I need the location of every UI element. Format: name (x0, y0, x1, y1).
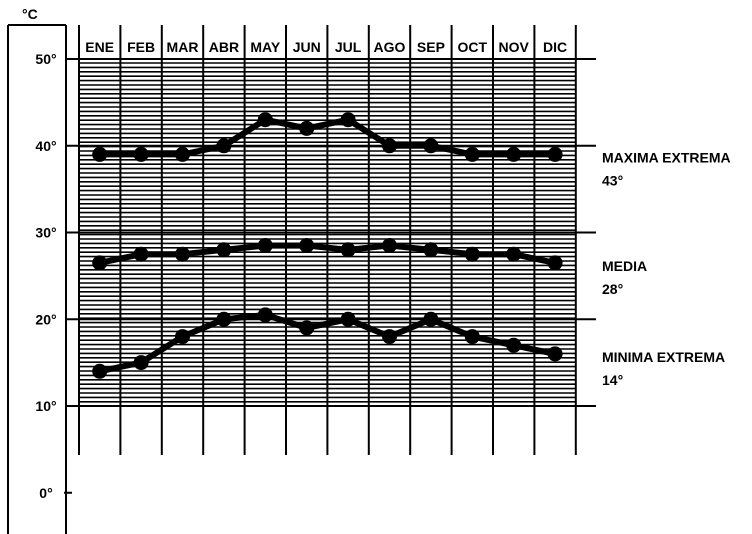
y-tick-label-40: 40° (35, 138, 56, 154)
data-point-media-jun (299, 238, 315, 253)
data-point-minima-extrema-nov (506, 337, 522, 353)
y-tick-label-0: 0° (39, 485, 52, 501)
data-point-minima-extrema-abr (216, 311, 232, 327)
series-value-media: 28° (602, 281, 623, 297)
data-point-maxima-extrema-ene (92, 146, 108, 162)
data-point-maxima-extrema-dic (547, 146, 563, 162)
data-point-minima-extrema-feb (133, 355, 149, 371)
month-label-jul: JUL (335, 39, 362, 55)
data-point-media-abr (216, 242, 232, 258)
series-value-minima-extrema: 14° (602, 372, 623, 388)
data-point-media-ene (92, 255, 108, 271)
data-point-media-mar (175, 246, 190, 262)
series-name-media: MEDIA (602, 258, 647, 274)
month-label-oct: OCT (458, 39, 488, 55)
data-point-media-jul (340, 242, 356, 258)
data-point-minima-extrema-ene (92, 363, 108, 379)
data-point-minima-extrema-dic (547, 346, 563, 362)
month-label-jun: JUN (293, 39, 321, 55)
series-name-minima-extrema: MINIMA EXTREMA (602, 349, 725, 365)
data-point-media-feb (133, 246, 149, 262)
series-labels: MAXIMA EXTREMA 43° MEDIA 28° MINIMA EXTREMA 1… (602, 149, 731, 388)
data-point-maxima-extrema-feb (133, 146, 149, 162)
month-label-ago: AGO (374, 39, 406, 55)
data-point-media-oct (464, 246, 480, 262)
month-label-ene: ENE (85, 39, 114, 55)
month-label-abr: ABR (209, 39, 239, 55)
data-point-maxima-extrema-nov (506, 146, 522, 162)
chart-frame (7, 24, 67, 534)
data-point-maxima-extrema-sep (423, 138, 439, 154)
data-point-minima-extrema-may (257, 307, 273, 323)
data-point-media-dic (547, 255, 563, 271)
month-label-mar: MAR (167, 39, 199, 55)
y-tick-label-30: 30° (35, 225, 56, 241)
month-label-nov: NOV (499, 39, 530, 55)
y-unit-label: °C (22, 6, 38, 22)
data-point-media-may (257, 238, 273, 253)
month-label-may: MAY (250, 39, 280, 55)
series-name-maxima-extrema: MAXIMA EXTREMA (602, 149, 731, 165)
data-point-media-sep (423, 242, 439, 258)
y-tick-labels: 50° 40° 30° 20° 10° 0° (35, 51, 56, 501)
series-points (92, 112, 563, 379)
y-tick-label-20: 20° (35, 311, 56, 327)
data-point-media-nov (506, 246, 522, 262)
data-point-maxima-extrema-ago (382, 138, 397, 154)
data-point-minima-extrema-mar (175, 329, 190, 345)
gridlines (64, 25, 596, 494)
month-label-feb: FEB (127, 39, 155, 55)
month-labels: ENE FEB MAR ABR MAY JUN JUL AGO SEP OCT NOV DIC (85, 39, 567, 55)
data-point-maxima-extrema-may (257, 112, 273, 128)
data-point-minima-extrema-oct (464, 329, 480, 345)
data-point-minima-extrema-sep (423, 311, 439, 327)
series-value-maxima-extrema: 43° (602, 172, 623, 188)
data-point-minima-extrema-ago (382, 329, 397, 345)
y-tick-label-10: 10° (35, 398, 56, 414)
data-point-media-ago (382, 238, 397, 253)
month-label-dic: DIC (543, 39, 567, 55)
data-point-maxima-extrema-oct (464, 146, 480, 162)
data-point-maxima-extrema-jun (299, 120, 315, 136)
data-point-maxima-extrema-jul (340, 112, 356, 128)
data-point-maxima-extrema-mar (175, 146, 190, 162)
y-tick-label-50: 50° (35, 51, 56, 67)
month-label-sep: SEP (417, 39, 445, 55)
data-point-minima-extrema-jun (299, 320, 315, 336)
data-point-minima-extrema-jul (340, 311, 356, 327)
data-point-maxima-extrema-abr (216, 138, 232, 154)
